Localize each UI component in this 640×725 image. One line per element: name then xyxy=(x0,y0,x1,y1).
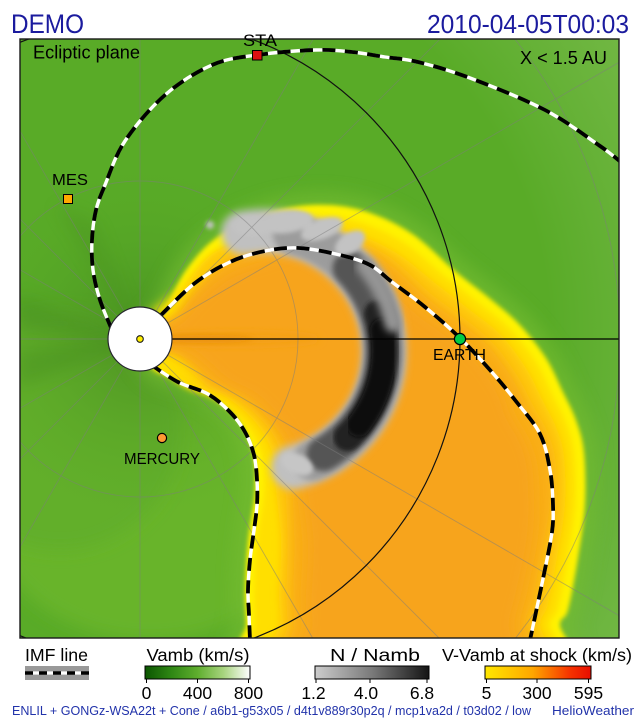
svg-text:ENLIL + GONGz-WSA22t + Cone /: ENLIL + GONGz-WSA22t + Cone / a6b1-g53x0… xyxy=(12,703,532,718)
svg-text:0: 0 xyxy=(142,683,152,703)
svg-text:4.0: 4.0 xyxy=(354,683,379,703)
svg-text:N / Namb: N / Namb xyxy=(330,645,420,665)
svg-text:HelioWeather: HelioWeather xyxy=(552,703,635,718)
svg-text:STA: STA xyxy=(243,31,278,50)
svg-text:400: 400 xyxy=(183,683,212,703)
svg-text:MERCURY: MERCURY xyxy=(124,451,200,468)
svg-text:MES: MES xyxy=(52,172,88,189)
svg-text:X < 1.5 AU: X < 1.5 AU xyxy=(520,48,607,68)
svg-text:Vamb (km/s): Vamb (km/s) xyxy=(147,645,250,665)
svg-text:5: 5 xyxy=(482,683,492,703)
svg-text:IMF line: IMF line xyxy=(25,645,88,665)
svg-text:300: 300 xyxy=(522,683,551,703)
svg-text:EARTH: EARTH xyxy=(433,347,486,364)
svg-text:800: 800 xyxy=(234,683,263,703)
svg-text:DEMO: DEMO xyxy=(11,9,84,39)
svg-text:V-Vamb at shock (km/s): V-Vamb at shock (km/s) xyxy=(442,645,632,665)
svg-text:Ecliptic plane: Ecliptic plane xyxy=(33,43,140,63)
svg-text:2010-04-05T00:03: 2010-04-05T00:03 xyxy=(427,9,629,39)
svg-text:1.2: 1.2 xyxy=(301,683,325,703)
svg-text:595: 595 xyxy=(574,683,603,703)
svg-text:6.8: 6.8 xyxy=(410,683,434,703)
